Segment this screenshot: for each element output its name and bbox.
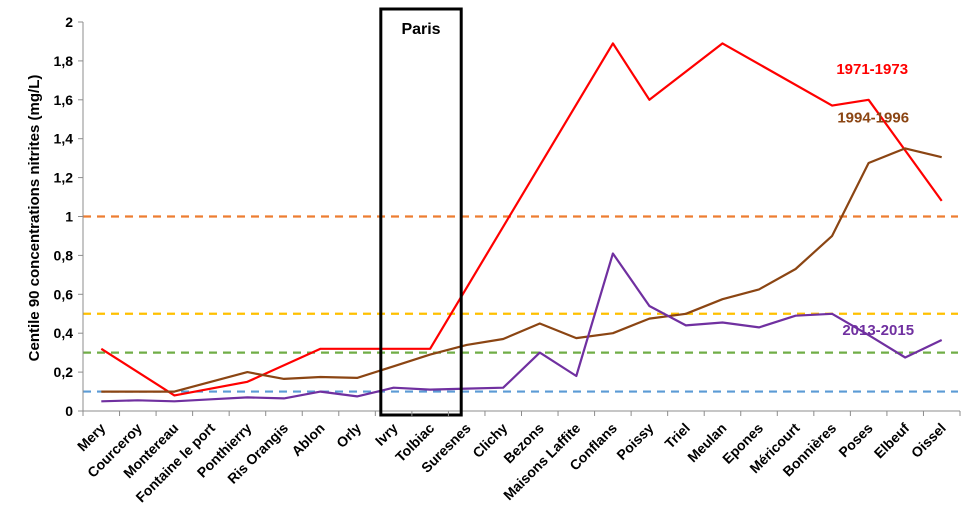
series-label-1994-1996: 1994-1996 bbox=[837, 110, 909, 127]
y-tick-label: 0,8 bbox=[54, 247, 74, 263]
paris-box bbox=[379, 7, 463, 417]
series-label-2013-2015: 2013-2015 bbox=[842, 322, 914, 339]
series-line-2013-2015 bbox=[101, 252, 943, 403]
series-line-1994-1996 bbox=[101, 147, 942, 393]
y-tick-label: 1,6 bbox=[54, 92, 74, 108]
y-tick-label: 2 bbox=[65, 14, 73, 30]
series-labels: 1971-1973 1994-1996 2013-2015 bbox=[836, 61, 914, 339]
reference-lines bbox=[83, 215, 958, 393]
x-tick-label-oissel: Oissel bbox=[908, 420, 949, 461]
y-tick-label: 1,2 bbox=[54, 170, 74, 186]
x-tick-label-elbeuf: Elbeuf bbox=[871, 420, 913, 462]
y-axis-label: Centile 90 concentrations nitrites (mg/L… bbox=[26, 75, 43, 362]
series-line-1971-1973 bbox=[100, 42, 943, 397]
x-tick-label-poses: Poses bbox=[835, 420, 876, 461]
y-tick-label: 0 bbox=[65, 403, 73, 419]
y-tick-label: 0,2 bbox=[54, 364, 74, 380]
series-label-1971-1973: 1971-1973 bbox=[836, 61, 908, 78]
x-tick-label-triel: Triel bbox=[661, 420, 693, 452]
y-tick-label: 0,4 bbox=[54, 325, 74, 341]
x-tick-label-ablon: Ablon bbox=[288, 420, 327, 459]
paris-highlight: Paris bbox=[379, 7, 463, 417]
x-tick-label-poissy: Poissy bbox=[613, 420, 656, 463]
y-tick-label: 1,4 bbox=[54, 131, 74, 147]
y-tick-label: 0,6 bbox=[54, 286, 74, 302]
y-tick-label: 1,8 bbox=[54, 53, 74, 69]
paris-label: Paris bbox=[401, 21, 440, 38]
x-tick-label-ivry: Ivry bbox=[372, 420, 401, 449]
x-tick-label-orly: Orly bbox=[333, 420, 364, 451]
y-tick-label: 1 bbox=[65, 209, 73, 225]
series-lines bbox=[100, 42, 943, 403]
y-axis-ticks: 0 0,2 0,4 0,6 0,8 1 1,2 1,4 1,6 1,8 2 bbox=[54, 14, 83, 419]
